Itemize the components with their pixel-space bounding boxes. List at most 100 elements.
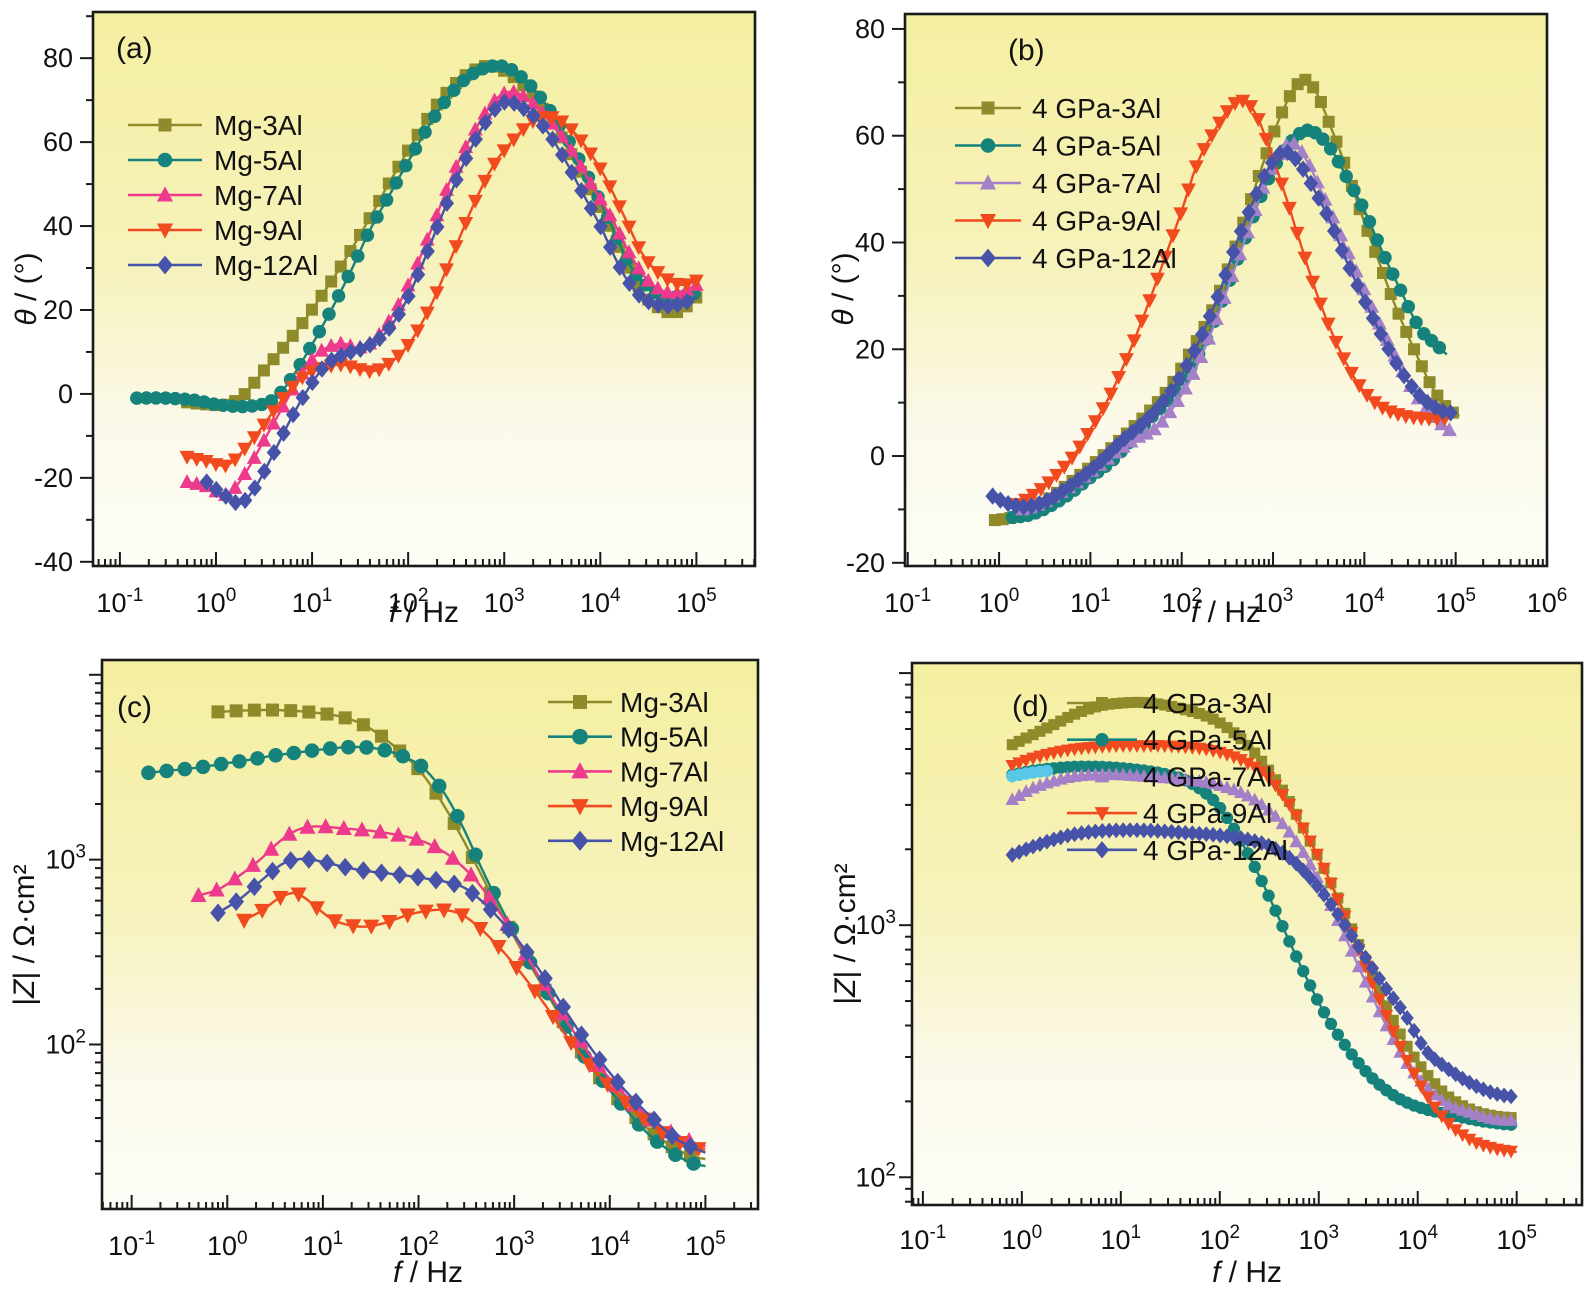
svg-text:103: 103 [1253,585,1294,618]
x-axis-labels: 10-1 100 101 102 103 104 105 [899,1222,1537,1255]
svg-text:100: 100 [979,585,1020,618]
svg-text:40: 40 [43,211,73,241]
y-axis-labels: -40 -20 0 20 40 60 80 [34,43,73,577]
legend-entry-4-GPa-3Al: 4 GPa-3Al [955,93,1161,124]
y-axis-labels: 102 103 [45,842,86,1060]
svg-text:104: 104 [1397,1222,1438,1255]
svg-text:102: 102 [398,1228,439,1261]
svg-text:Mg-9Al: Mg-9Al [214,215,303,246]
svg-text:Mg-5Al: Mg-5Al [620,722,709,753]
svg-text:100: 100 [207,1228,248,1261]
panel-b-phase-vs-frequency: 10-1 100 101 102 103 104 105 106 -20 0 20 40 60 80 (b)… [795,0,1595,650]
svg-text:20: 20 [855,334,885,364]
legend-entry-4-GPa-9Al: 4 GPa-9Al [1067,798,1272,829]
y-axis [80,15,93,563]
svg-text:-20: -20 [846,548,885,578]
svg-text:20: 20 [43,295,73,325]
series-Mg-9Al [236,887,707,1158]
legend-entry-4-GPa-5Al: 4 GPa-5Al [955,131,1161,162]
legend-entry-4-GPa-7Al: 4 GPa-7Al [955,168,1161,199]
panel-letter: (b) [1008,34,1045,67]
legend: 4 GPa-3Al 4 GPa-5Al 4 GPa-7Al 4 GPa-9Al 4 GP… [955,93,1177,274]
plot-frame [100,658,760,1211]
svg-text:103: 103 [45,842,86,875]
chart-panel-b: 10-1 100 101 102 103 104 105 106 -20 0 20 40 60 80 (b)… [827,12,1567,629]
svg-text:105: 105 [1435,585,1476,618]
legend-entry-Mg-7Al: Mg-7Al [128,180,303,211]
svg-text:10-1: 10-1 [884,585,931,618]
x-axis-labels: 10-1 100 101 102 103 104 105 [108,1228,726,1261]
legend-entry-Mg-5Al: Mg-5Al [548,722,709,753]
series-Mg-12Al [199,93,697,512]
legend-entry-4-GPa-12Al: 4 GPa-12Al [1067,835,1288,866]
svg-text:80: 80 [855,14,885,44]
y-axis-labels: -20 0 20 40 60 80 [846,14,885,578]
svg-text:Mg-5Al: Mg-5Al [214,145,303,176]
svg-text:102: 102 [1199,1222,1240,1255]
legend-entry-Mg-5Al: Mg-5Al [128,145,303,176]
svg-text:4 GPa-5Al: 4 GPa-5Al [1143,725,1272,756]
series-4-GPa-5Al-start-(open-markers) [1006,764,1054,783]
svg-text:4 GPa-12Al: 4 GPa-12Al [1032,243,1177,274]
x-axis-labels: 10-1 100 101 102 103 104 105 [96,585,716,618]
svg-text:101: 101 [303,1228,344,1261]
svg-text:f / Hz: f / Hz [389,596,459,629]
svg-text:104: 104 [580,585,621,618]
svg-text:-20: -20 [34,463,73,493]
chart-panel-c: 10-1 100 101 102 103 104 105 102 103 (c) f / Hz |Z|… [8,658,760,1289]
y-axis [892,27,905,564]
y-axis-labels: 102 103 [855,907,896,1192]
axis-titles: f / Hz |Z| / Ω·cm² [829,863,1282,1289]
series-4-GPa-9Al [1010,94,1453,512]
panel-d-impedance-vs-frequency: 10-1 100 101 102 103 104 105 102 103 (d) f / Hz |Z|… [795,645,1595,1295]
svg-text:4 GPa-5Al: 4 GPa-5Al [1032,131,1161,162]
x-axis [97,552,756,566]
axis-titles: f / Hz θ / (°) [10,252,459,629]
svg-text:4 GPa-9Al: 4 GPa-9Al [1032,206,1161,237]
svg-text:60: 60 [855,121,885,151]
plot-frame [910,661,1584,1207]
series-Mg-9Al [179,111,704,474]
svg-text:Mg-3Al: Mg-3Al [214,110,303,141]
svg-text:105: 105 [1496,1222,1537,1255]
svg-text:101: 101 [1070,585,1111,618]
svg-text:100: 100 [196,585,237,618]
svg-text:101: 101 [292,585,333,618]
svg-text:103: 103 [855,907,896,940]
svg-text:104: 104 [589,1228,630,1261]
svg-text:4 GPa-9Al: 4 GPa-9Al [1143,798,1272,829]
svg-text:Mg-12Al: Mg-12Al [214,250,318,281]
svg-text:Mg-7Al: Mg-7Al [214,180,303,211]
svg-text:(c): (c) [117,691,152,724]
panel-a-phase-vs-frequency: 10-1 100 101 102 103 104 105 -40 -20 0 20 40 60 80 (a)… [0,0,800,650]
series-group [130,59,704,512]
svg-text:(d): (d) [1012,690,1049,723]
legend-entry-Mg-3Al: Mg-3Al [548,687,709,718]
svg-text:102: 102 [1161,585,1202,618]
x-axis-labels: 10-1 100 101 102 103 104 105 106 [884,585,1567,618]
y-axis [899,672,912,1203]
panel-letter: (c) [117,691,152,724]
panel-letter: (a) [116,32,153,65]
svg-text:Mg-3Al: Mg-3Al [620,687,709,718]
svg-text:|Z| / Ω·cm²: |Z| / Ω·cm² [8,864,41,1005]
svg-text:10-1: 10-1 [96,585,143,618]
legend-entry-4-GPa-5Al: 4 GPa-5Al [1067,725,1272,756]
svg-text:Mg-12Al: Mg-12Al [620,826,724,857]
legend-entry-4-GPa-9Al: 4 GPa-9Al [955,206,1161,237]
svg-text:4 GPa-7Al: 4 GPa-7Al [1032,168,1161,199]
svg-text:Mg-7Al: Mg-7Al [620,756,709,787]
panel-letter: (d) [1012,690,1049,723]
legend: 4 GPa-3Al 4 GPa-5Al 4 GPa-7Al 4 GPa-9Al 4 GP… [1067,688,1288,866]
legend-entry-Mg-12Al: Mg-12Al [548,826,724,857]
series-group [141,703,707,1171]
series-group [985,73,1461,527]
chart-panel-a: 10-1 100 101 102 103 104 105 -40 -20 0 20 40 60 80 (a)… [10,10,757,629]
svg-text:10-1: 10-1 [899,1222,946,1255]
legend: Mg-3Al Mg-5Al Mg-7Al Mg-9Al Mg-12Al [128,110,318,281]
svg-text:101: 101 [1101,1222,1142,1255]
svg-text:104: 104 [1344,585,1385,618]
legend-entry-Mg-9Al: Mg-9Al [128,215,303,246]
svg-text:(a): (a) [116,32,153,65]
